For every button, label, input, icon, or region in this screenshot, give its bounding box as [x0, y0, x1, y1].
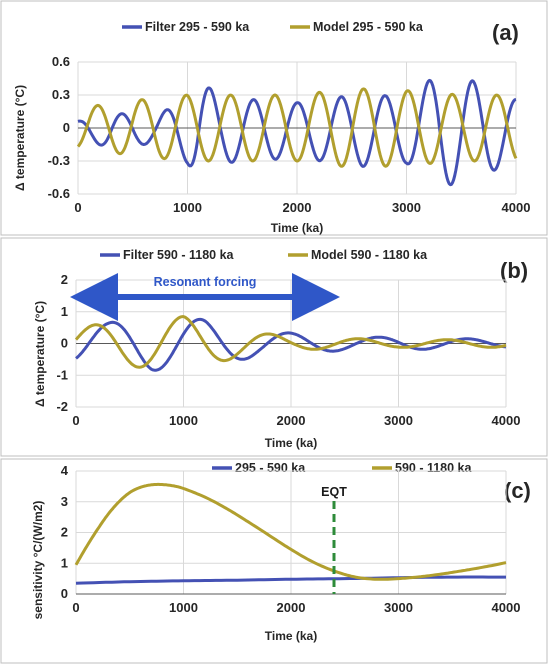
x-tick-label: 4000: [492, 600, 521, 615]
legend-entry-label: 590 - 1180 ka: [395, 461, 473, 475]
x-tick-label: 1000: [169, 600, 198, 615]
panel-letter-a: (a): [492, 20, 519, 45]
y-tick-label: 0: [63, 120, 70, 135]
resonant-forcing-annotation: Resonant forcing: [70, 273, 340, 321]
x-tick-label: 1000: [173, 200, 202, 215]
y-axis-label-a: Δ temperature (°C): [13, 85, 27, 191]
resonant-forcing-label: Resonant forcing: [154, 275, 257, 289]
panel-letter-c: (c): [504, 478, 531, 503]
y-tick-label: 1: [61, 304, 68, 319]
x-tick-label: 0: [72, 413, 79, 428]
series-line-blue: [75, 575, 506, 585]
y-axis-label-c: sensitivity °C/(W/m2): [31, 501, 45, 620]
x-tick-label: 4000: [502, 200, 531, 215]
series-line-blue: [77, 78, 517, 187]
series-line-gold: [76, 87, 518, 168]
x-axis-label-b: Time (ka): [265, 436, 317, 450]
x-tick-label: 3000: [384, 413, 413, 428]
y-tick-label: 0.3: [52, 87, 70, 102]
y-tick-label: -2: [56, 399, 68, 414]
y-axis-label-b: Δ temperature (°C): [33, 301, 47, 407]
y-tick-label: 0: [61, 336, 68, 351]
legend-a: Filter 295 - 590 ka Model 295 - 590 ka: [122, 20, 424, 34]
y-tick-label: -0.6: [48, 186, 70, 201]
series-line-gold: [74, 315, 507, 369]
y-tick-label: -0.3: [48, 153, 70, 168]
series-line-blue: [75, 317, 507, 372]
panel-b: (b) Filter 590 - 1180 ka Model 590 - 1180…: [0, 237, 548, 457]
x-tick-label: 0: [74, 200, 81, 215]
legend-entry-label: Filter 295 - 590 ka: [145, 20, 250, 34]
y-tick-label: 0: [61, 586, 68, 601]
x-tick-label: 2000: [277, 413, 306, 428]
x-tick-label: 1000: [169, 413, 198, 428]
y-tick-label: 3: [61, 494, 68, 509]
x-tick-label: 0: [72, 600, 79, 615]
y-tick-label: 1: [61, 555, 68, 570]
legend-entry-label: 295 - 590 ka: [235, 461, 306, 475]
panel-letter-b: (b): [500, 258, 528, 283]
legend-entry-label: Model 590 - 1180 ka: [311, 248, 428, 262]
y-tick-label: 2: [61, 525, 68, 540]
x-tick-label: 2000: [277, 600, 306, 615]
panel-c: (c) 295 - 590 ka 590 - 1180 ka 0 1 2 3 4 0 1000…: [0, 458, 548, 664]
x-axis-label-c: Time (ka): [265, 629, 317, 643]
legend-b: Filter 590 - 1180 ka Model 590 - 1180 ka: [100, 248, 428, 262]
y-tick-label: 0.6: [52, 54, 70, 69]
x-axis-label-a: Time (ka): [271, 221, 323, 235]
y-tick-label: 2: [61, 272, 68, 287]
x-tick-label: 3000: [392, 200, 421, 215]
series-line-gold: [74, 482, 507, 581]
x-tick-label: 2000: [283, 200, 312, 215]
y-tick-label: -1: [56, 367, 68, 382]
panel-a: (a) Filter 295 - 590 ka Model 295 - 590 k…: [0, 0, 548, 236]
x-tick-label: 3000: [384, 600, 413, 615]
legend-entry-label: Filter 590 - 1180 ka: [123, 248, 235, 262]
eqt-marker-label: EQT: [321, 485, 347, 499]
y-tick-label: 4: [61, 463, 69, 478]
x-tick-label: 4000: [492, 413, 521, 428]
legend-entry-label: Model 295 - 590 ka: [313, 20, 424, 34]
